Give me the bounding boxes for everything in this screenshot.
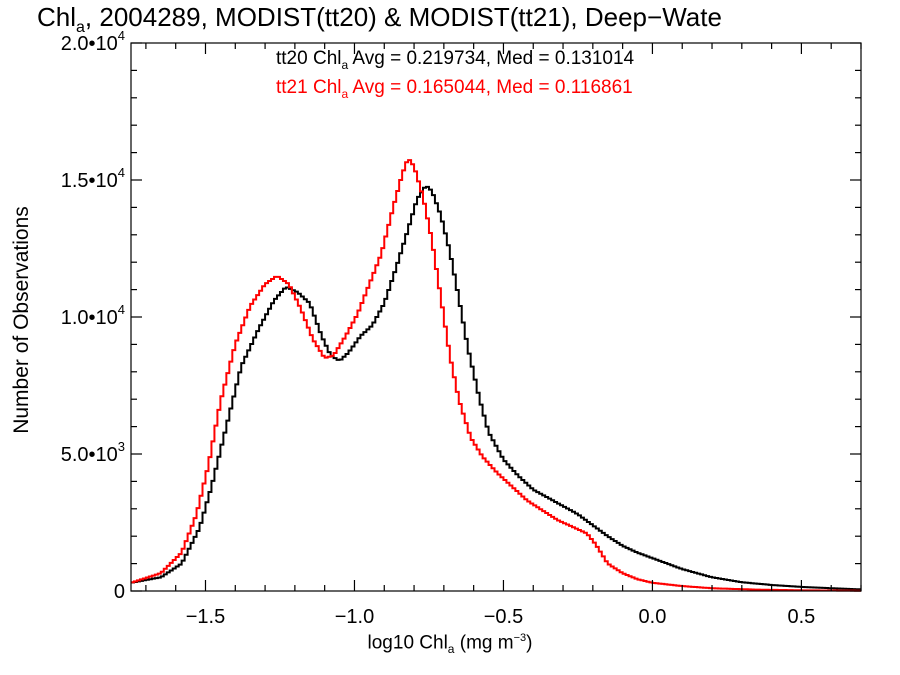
x-axis-label-subscript: a	[447, 642, 455, 657]
plot-frame	[130, 42, 862, 592]
y-tick-label-exponent: 3	[118, 439, 125, 454]
x-tick-label: −1.0	[335, 606, 374, 628]
series-tt21-line	[131, 159, 861, 592]
chart-title-prefix: Chl	[37, 2, 77, 32]
x-axis-label-prefix: log10 Chl	[367, 632, 448, 654]
series-tt20-line	[131, 185, 861, 591]
x-axis-label-superscript: −3	[513, 632, 527, 644]
y-tick-label-base: 0	[114, 581, 125, 603]
y-tick-label: 2.0•104	[61, 28, 125, 55]
x-tick-label: −0.5	[484, 606, 523, 628]
annotation-tt21-prefix: tt21 Chl	[276, 77, 342, 98]
y-tick-label-exponent: 4	[118, 28, 125, 43]
y-axis-label: Number of Observations	[10, 206, 33, 434]
chart-title-subscript: a	[76, 19, 85, 37]
x-axis-label-suffix: )	[526, 632, 533, 654]
y-tick-label-exponent: 4	[118, 302, 125, 317]
y-tick-label: 0	[114, 581, 125, 603]
chart-title-rest: , 2004289, MODIST(tt20) & MODIST(tt21), …	[84, 2, 722, 32]
annotation-tt20: tt20 Chla Avg = 0.219734, Med = 0.131014	[276, 48, 634, 72]
y-tick-label-base: 1.5•10	[61, 170, 118, 192]
x-tick-label: −1.5	[186, 606, 225, 628]
annotation-tt21-text: Avg = 0.165044, Med = 0.116861	[348, 77, 633, 98]
tick-layer: −1.5 −1.0 −0.5 0.0 0.505.0•1031.0•1041.5•104…	[61, 28, 862, 628]
y-tick-label-exponent: 4	[118, 165, 125, 180]
y-tick-label-base: 2.0•10	[61, 33, 118, 55]
x-axis-label: log10 Chla (mg m−3)	[0, 632, 900, 656]
y-tick-label: 5.0•103	[61, 439, 125, 466]
annotation-tt21: tt21 Chla Avg = 0.165044, Med = 0.116861	[276, 77, 633, 101]
x-tick-label: 0.0	[639, 606, 667, 628]
annotation-tt20-text: Avg = 0.219734, Med = 0.131014	[348, 48, 635, 69]
y-tick-label-base: 5.0•10	[61, 444, 118, 466]
series-layer	[131, 159, 861, 592]
annotation-tt21-subscript: a	[341, 86, 349, 101]
y-tick-label: 1.5•104	[61, 165, 125, 192]
y-tick-label: 1.0•104	[61, 302, 125, 329]
x-axis-label-mid: (mg m	[454, 632, 514, 654]
chart-title: Chla, 2004289, MODIST(tt20) & MODIST(tt2…	[37, 2, 722, 37]
annotation-tt20-subscript: a	[341, 57, 349, 72]
y-tick-label-base: 1.0•10	[61, 307, 118, 329]
x-tick-label: 0.5	[788, 606, 816, 628]
annotation-tt20-prefix: tt20 Chl	[276, 48, 342, 69]
